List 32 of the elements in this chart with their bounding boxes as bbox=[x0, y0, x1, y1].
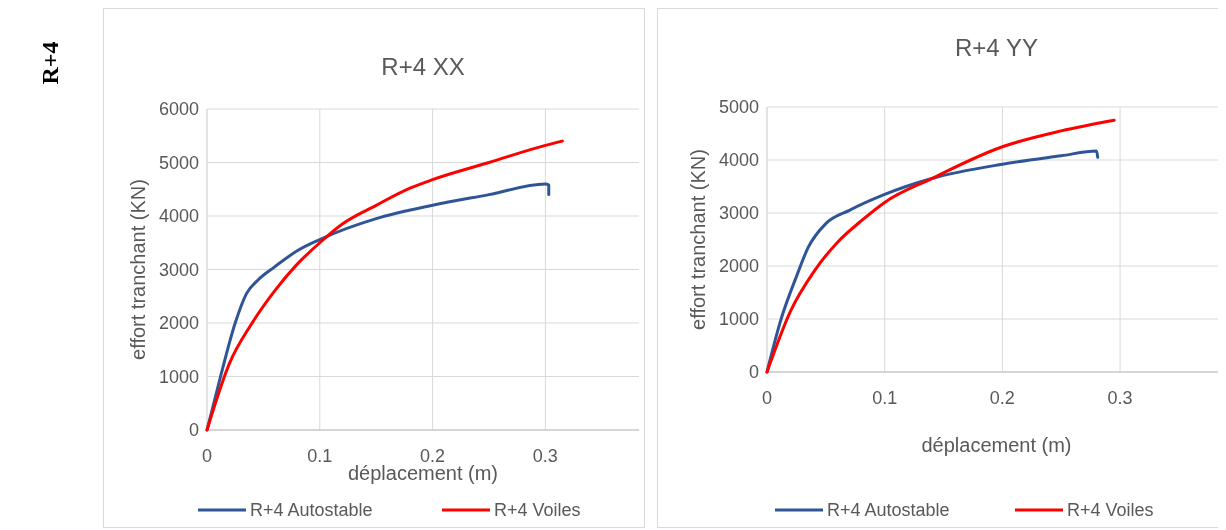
x-tick-label: 0 bbox=[761, 388, 773, 408]
x-tick-label: 0.2 bbox=[989, 388, 1015, 408]
x-tick-label: 0.3 bbox=[1107, 388, 1133, 408]
x-tick-label: 0.1 bbox=[872, 388, 898, 408]
y-tick-label: 2000 bbox=[158, 313, 199, 334]
x-tick-label: 0.1 bbox=[307, 446, 333, 466]
x-axis-title: déplacement (m) bbox=[921, 434, 1072, 456]
y-tick-label: 0 bbox=[748, 362, 759, 383]
legend-label: R+4 Autostable bbox=[827, 500, 950, 520]
y-tick-label: 3000 bbox=[158, 259, 199, 280]
y-tick-label: 6000 bbox=[158, 99, 199, 120]
legend-label: R+4 Autostable bbox=[250, 500, 373, 520]
y-tick-label: 5000 bbox=[718, 97, 759, 118]
chart-title: R+4 YY bbox=[955, 34, 1038, 61]
text: R+4 bbox=[37, 41, 63, 85]
y-tick-label: 5000 bbox=[158, 152, 199, 173]
y-tick-label: 4000 bbox=[158, 206, 199, 227]
y-tick-label: 0 bbox=[188, 420, 199, 441]
y-tick-label: 1000 bbox=[718, 309, 759, 330]
y-tick-label: 3000 bbox=[718, 203, 759, 224]
legend-label: R+4 Voiles bbox=[1067, 500, 1154, 520]
y-tick-label: 2000 bbox=[718, 256, 759, 277]
y-axis-title: effort tranchant (KN) bbox=[127, 179, 149, 360]
legend-label: R+4 Voiles bbox=[494, 500, 581, 520]
x-tick-label: 0.3 bbox=[532, 446, 558, 466]
x-tick-label: 0 bbox=[201, 446, 213, 466]
line-series bbox=[765, 118, 1116, 374]
y-axis-title: effort tranchant (KN) bbox=[687, 149, 709, 330]
y-tick-label: 1000 bbox=[158, 366, 199, 387]
chart-title: R+4 XX bbox=[381, 53, 465, 80]
line-series bbox=[205, 139, 564, 432]
y-tick-label: 4000 bbox=[718, 150, 759, 171]
